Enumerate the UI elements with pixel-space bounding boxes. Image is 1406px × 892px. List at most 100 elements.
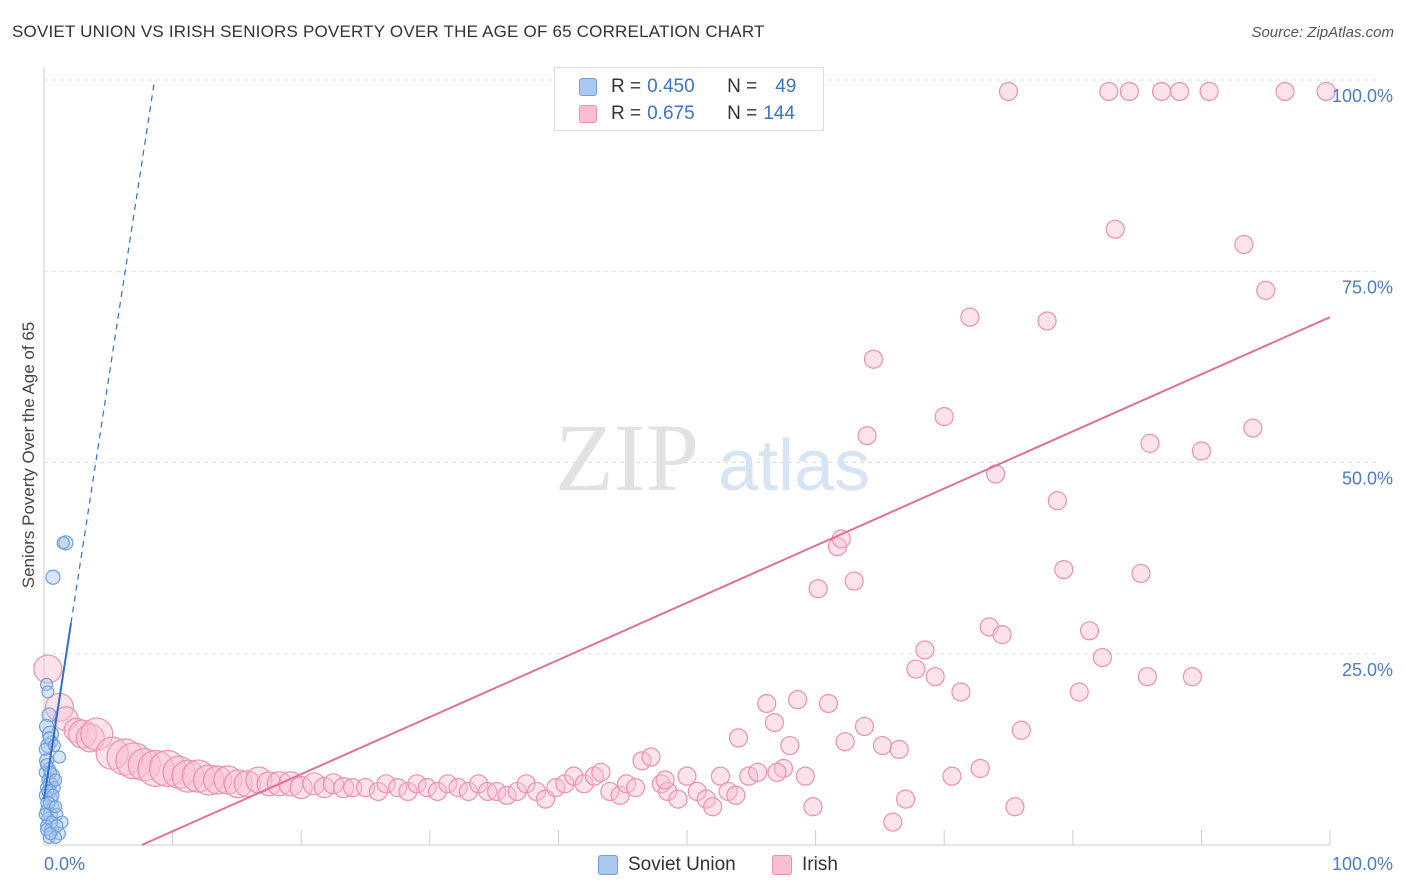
legend-n-label-irish: N =	[727, 103, 758, 124]
bottom-legend-label-irish: Irish	[802, 854, 838, 875]
legend-r-value-irish: 0.675	[647, 103, 695, 124]
irish-point	[677, 766, 697, 786]
irish-point	[448, 778, 468, 798]
irish-point	[710, 766, 731, 786]
legend-r-label-soviet: R =	[611, 76, 642, 97]
irish-point	[641, 747, 661, 767]
irish-point	[889, 739, 909, 759]
irish-point	[992, 625, 1012, 645]
irish-point	[795, 766, 815, 786]
chart-title: SOVIET UNION VS IRISH SENIORS POVERTY OV…	[12, 22, 765, 41]
irish-point	[1047, 491, 1067, 511]
irish-point	[1105, 219, 1125, 239]
irish-point	[767, 762, 787, 782]
irish-point	[1092, 647, 1112, 668]
legend-n-label-soviet: N =	[727, 76, 758, 97]
y-tick-label: 75.0%	[1342, 277, 1393, 297]
legend-n-value-soviet: 49	[775, 76, 797, 97]
irish-point	[407, 774, 427, 794]
irish-point	[1275, 81, 1295, 102]
irish-point	[757, 693, 777, 714]
irish-point	[67, 719, 98, 749]
irish-point	[625, 778, 646, 798]
irish-point	[1099, 81, 1119, 102]
irish-point	[127, 748, 161, 782]
grid-lines	[44, 79, 1380, 655]
irish-points	[33, 81, 1336, 832]
soviet-point	[58, 535, 74, 551]
irish-point	[696, 789, 716, 809]
watermark-atlas: atlas	[718, 426, 870, 506]
irish-point	[1011, 720, 1031, 740]
irish-point	[970, 758, 990, 779]
irish-point	[998, 81, 1019, 102]
bottom-legend-label-soviet: Soviet Union	[628, 854, 736, 875]
irish-point	[1234, 234, 1254, 255]
soviet-point	[42, 796, 56, 810]
irish-point	[1137, 667, 1157, 687]
irish-point	[417, 778, 437, 798]
irish-point	[651, 774, 671, 794]
irish-point	[942, 766, 962, 786]
irish-point	[818, 693, 839, 714]
irish-point	[960, 307, 980, 327]
irish-point	[1069, 682, 1089, 702]
tick-labels: 25.0% 50.0% 75.0% 100.0% 0.0% 100.0%	[44, 86, 1393, 874]
irish-point	[872, 735, 893, 756]
irish-point	[831, 529, 851, 549]
irish-point	[610, 785, 630, 805]
y-tick-label: 100.0%	[1332, 86, 1393, 106]
irish-point	[726, 785, 746, 805]
correlation-legend: R = 0.450 N = 49 R = 0.675 N = 144	[554, 67, 824, 131]
irish-point	[1151, 81, 1172, 102]
soviet-trend-line	[43, 622, 72, 800]
y-axis-label: Seniors Poverty Over the Age of 65	[19, 322, 38, 588]
source-label: Source: ZipAtlas.com	[1251, 24, 1394, 41]
irish-point	[1005, 797, 1025, 817]
irish-point	[376, 774, 396, 794]
irish-point	[63, 717, 89, 743]
legend-row-irish: R = 0.675 N = 144	[579, 101, 795, 127]
irish-point	[106, 738, 144, 776]
bottom-legend-swatch-irish	[772, 855, 792, 875]
legend-row-soviet: R = 0.450 N = 49	[579, 74, 796, 100]
irish-point	[458, 781, 478, 802]
irish-point	[388, 778, 408, 798]
soviet-point	[48, 773, 63, 787]
irish-point	[368, 781, 388, 802]
soviet-point	[43, 826, 58, 841]
irish-point	[233, 770, 261, 798]
irish-trend-line	[141, 316, 1331, 846]
irish-point	[658, 781, 678, 802]
irish-point	[1182, 667, 1202, 687]
irish-point	[115, 742, 153, 780]
irish-point	[1316, 81, 1336, 102]
irish-point	[808, 579, 828, 599]
irish-point	[925, 667, 945, 687]
irish-point	[564, 766, 584, 786]
irish-point	[883, 812, 903, 832]
irish-point	[764, 712, 785, 733]
irish-point	[951, 682, 971, 702]
legend-r-label-irish: R =	[611, 103, 642, 124]
irish-point	[803, 797, 823, 817]
irish-point	[906, 659, 926, 679]
x-tick-label-max: 100.0%	[1332, 854, 1393, 874]
bottom-legend-swatch-soviet	[598, 855, 618, 875]
irish-point	[728, 728, 749, 748]
irish-point	[497, 785, 517, 805]
irish-point	[1191, 441, 1212, 461]
irish-point	[668, 789, 688, 809]
irish-point	[487, 781, 507, 802]
legend-r-value-soviet: 0.450	[647, 76, 695, 97]
irish-point	[1169, 81, 1190, 102]
irish-point	[1243, 418, 1263, 438]
soviet-point	[48, 800, 63, 814]
irish-point	[600, 781, 620, 802]
legend-swatch-irish	[579, 105, 597, 123]
irish-point	[915, 640, 935, 660]
legend-n-value-irish: 144	[763, 103, 795, 124]
irish-point	[438, 774, 458, 794]
bottom-legend-soviet: Soviet Union	[598, 852, 736, 878]
irish-point	[863, 349, 884, 369]
